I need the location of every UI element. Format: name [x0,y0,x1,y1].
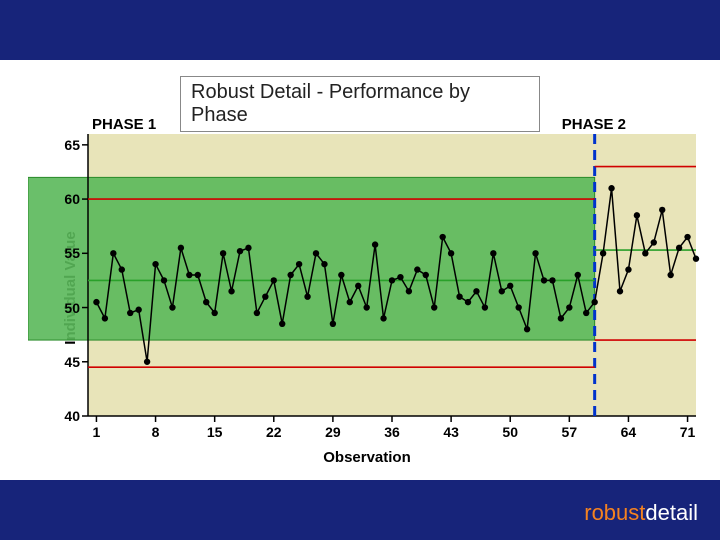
footer-brand: robustdetail [584,500,698,526]
y-tick-label: 60 [56,191,80,207]
y-tick-label: 65 [56,137,80,153]
chart-svg [28,116,706,460]
y-tick-label: 45 [56,354,80,370]
x-tick-label: 36 [384,424,400,440]
x-tick-label: 15 [207,424,223,440]
chart-area: Robust Detail - Performance by Phase PHA… [0,60,720,480]
x-tick-label: 43 [443,424,459,440]
y-tick-label: 40 [56,408,80,424]
x-tick-label: 29 [325,424,341,440]
x-tick-label: 1 [93,424,101,440]
brand-second: detail [645,500,698,525]
plot-wrapper: PHASE 1 PHASE 2 Individual Value Observa… [28,116,706,460]
x-tick-label: 22 [266,424,282,440]
x-tick-label: 71 [680,424,696,440]
y-tick-label: 55 [56,245,80,261]
x-tick-label: 8 [152,424,160,440]
x-tick-label: 50 [502,424,518,440]
header-bar [0,0,720,60]
x-tick-label: 57 [562,424,578,440]
y-tick-label: 50 [56,300,80,316]
x-tick-label: 64 [621,424,637,440]
brand-first: robust [584,500,645,525]
